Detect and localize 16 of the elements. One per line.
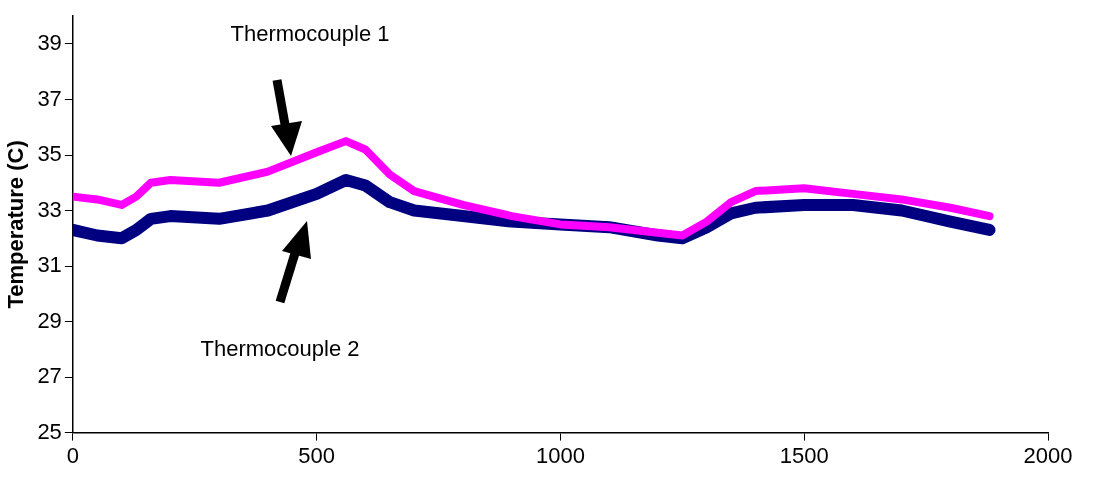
x-tick-label: 1000 xyxy=(535,442,585,468)
y-tick-label: 31 xyxy=(37,252,62,278)
y-tick-label: 29 xyxy=(37,307,62,333)
y-axis-title: Temperature (C) xyxy=(3,140,29,309)
y-tick-label: 37 xyxy=(37,85,62,111)
y-tick-label: 25 xyxy=(37,418,62,444)
y-tick-label: 35 xyxy=(37,141,62,167)
annotation: Thermocouple 1 xyxy=(230,21,390,47)
y-tick-label: 33 xyxy=(37,196,62,222)
x-tick-label: 500 xyxy=(298,442,336,468)
x-tick-label: 2000 xyxy=(1023,442,1073,468)
x-tick-label: 1500 xyxy=(779,442,829,468)
y-tick-label: 39 xyxy=(37,30,62,56)
annotation: Thermocouple 2 xyxy=(200,336,360,362)
y-tick-label: 27 xyxy=(37,363,62,389)
x-tick-label: 0 xyxy=(66,442,79,468)
